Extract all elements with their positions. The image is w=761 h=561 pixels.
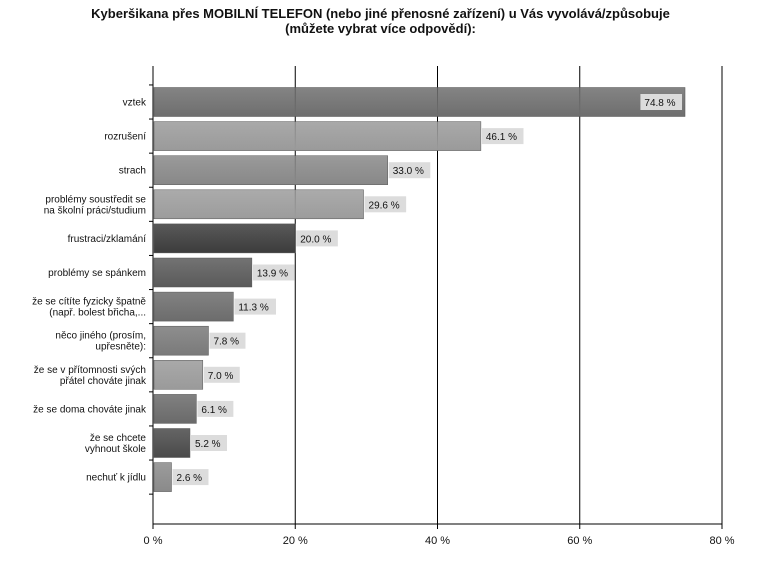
chart-title-line-1: Kyberšikana přes MOBILNÍ TELEFON (nebo j… [91,6,670,21]
data-label-2: 33.0 % [393,166,424,177]
category-label-4: frustraci/zklamání [68,234,147,245]
x-tick-label-3: 60 % [567,535,592,547]
data-label-box-10 [190,435,227,451]
category-label-3: problémy soustředit se na školní práci/st… [44,194,147,216]
category-label-8: že se v přítomnosti svých přátel chováte … [34,365,147,387]
data-label-box-9 [197,400,234,417]
bar-6 [153,291,234,322]
data-label-box-5 [252,264,295,281]
category-label-9: že se doma chováte jinak [33,404,147,415]
data-label-box-6 [234,298,276,315]
data-label-1: 46.1 % [486,132,517,143]
data-label-4: 20.0 % [300,234,331,245]
data-label-11: 2.6 % [176,473,202,484]
data-label-box-11 [172,469,209,486]
category-label-7: něco jiného (prosím, upřesněte): [55,331,146,353]
bar-1 [153,121,482,151]
category-label-10: že se chcete vyhnout škole [85,433,147,455]
data-label-box-4 [296,230,338,247]
bar-3 [153,189,364,220]
x-tick-label-2: 40 % [425,535,450,547]
data-label-box-7 [209,332,246,349]
chart-title: Kyberšikana přes MOBILNÍ TELEFON (nebo j… [0,6,761,36]
bar-11 [153,462,172,492]
bar-9 [153,394,197,424]
bar-2 [153,155,388,185]
data-label-7: 7.8 % [213,337,239,348]
category-label-11: nechuť k jídlu [86,473,146,484]
chart-title-line-2: (můžete vybrat více odpovědí): [285,21,476,36]
data-label-box-2 [388,162,431,179]
data-label-box-0 [640,94,683,110]
data-label-0: 74.8 % [644,98,675,109]
bar-7 [153,325,209,356]
x-tick-label-1: 20 % [283,535,308,547]
data-label-box-1 [481,128,524,145]
x-tick-label-4: 80 % [709,535,734,547]
category-label-0: vztek [123,98,147,109]
category-label-5: problémy se spánkem [48,268,146,279]
data-label-8: 7.0 % [208,371,234,382]
bar-10 [153,428,191,458]
bar-4 [153,223,296,254]
data-label-3: 29.6 % [369,200,400,211]
bar-5 [153,257,253,288]
data-label-6: 11.3 % [238,303,268,314]
data-label-box-8 [203,366,240,383]
data-label-10: 5.2 % [195,439,221,450]
category-label-6: že se cítíte fyzicky špatně (např. bolest… [32,297,146,319]
bar-8 [153,360,204,390]
category-label-2: strach [119,166,146,177]
category-label-1: rozrušení [104,132,146,143]
data-label-9: 6.1 % [201,405,227,416]
data-label-5: 13.9 % [257,269,288,280]
bar-0 [153,87,686,117]
data-label-box-3 [364,196,407,213]
x-tick-label-0: 0 % [144,535,163,547]
